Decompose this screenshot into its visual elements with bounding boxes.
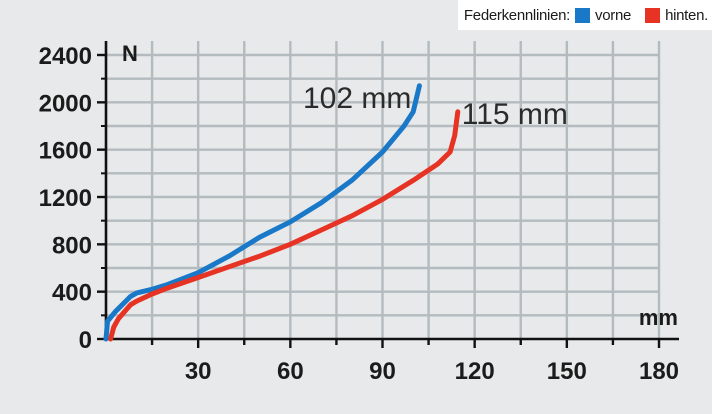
legend-label-front: vorne [595,6,632,24]
grid [106,41,661,339]
x-axis-unit: mm [639,305,678,330]
legend-label-rear: hinten. [665,6,708,24]
legend-swatch-front [575,7,591,23]
y-tick-label: 400 [52,280,92,307]
y-axis-unit: N [122,41,138,66]
y-tick-label: 2000 [39,90,92,117]
x-tick-label: 30 [185,358,212,385]
y-tick-label: 1200 [39,185,92,212]
series-line-rear [108,109,461,342]
legend-swatch-rear [645,7,661,23]
axes [97,41,679,348]
legend: Federkennlinien: vorne hinten. [457,0,712,30]
labels: 0 400 800 1200 1600 2000 2400 30 60 90 120 150 180 Nm… [39,41,679,385]
x-tick-label: 180 [639,358,679,385]
y-tick-label: 1600 [39,138,92,165]
y-tick-label: 0 [79,327,92,354]
legend-title: Federkennlinien: [463,6,571,24]
series-label-rear: 115 mm [462,98,568,131]
y-tick-label: 800 [52,232,92,259]
x-tick-label: 150 [547,358,587,385]
y-tick-label: 2400 [39,43,92,70]
x-tick-label: 120 [455,358,495,385]
x-tick-label: 60 [277,358,304,385]
series-group [103,83,461,342]
series-label-front: 102 mm [303,82,411,115]
series-line-front [103,83,422,342]
x-tick-label: 90 [369,358,396,385]
